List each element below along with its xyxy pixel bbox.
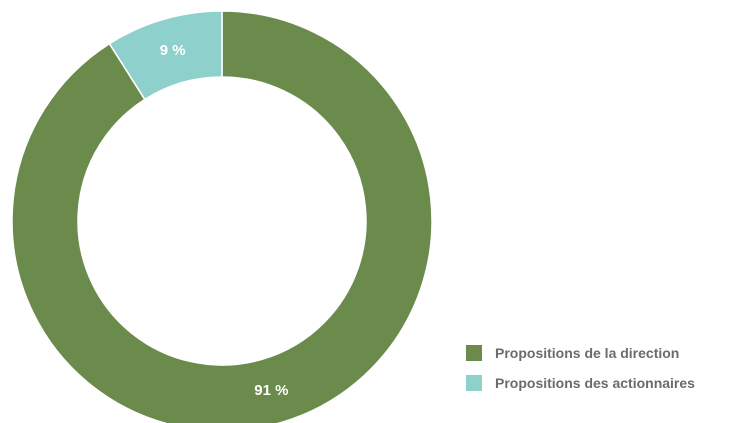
slice-label-actionnaires: 9 % (160, 42, 186, 59)
donut-slice-direction (11, 10, 433, 423)
legend-swatch-direction (466, 345, 482, 361)
legend-swatch-actionnaires (466, 375, 482, 391)
legend-label-direction: Propositions de la direction (495, 345, 680, 361)
donut-slice-actionnaires (108, 10, 223, 101)
legend-item-direction: Propositions de la direction (466, 343, 695, 363)
legend-label-actionnaires: Propositions des actionnaires (495, 375, 695, 391)
chart-legend: Propositions de la direction Proposition… (466, 343, 695, 403)
slice-label-direction: 91 % (254, 382, 288, 399)
legend-item-actionnaires: Propositions des actionnaires (466, 373, 695, 393)
